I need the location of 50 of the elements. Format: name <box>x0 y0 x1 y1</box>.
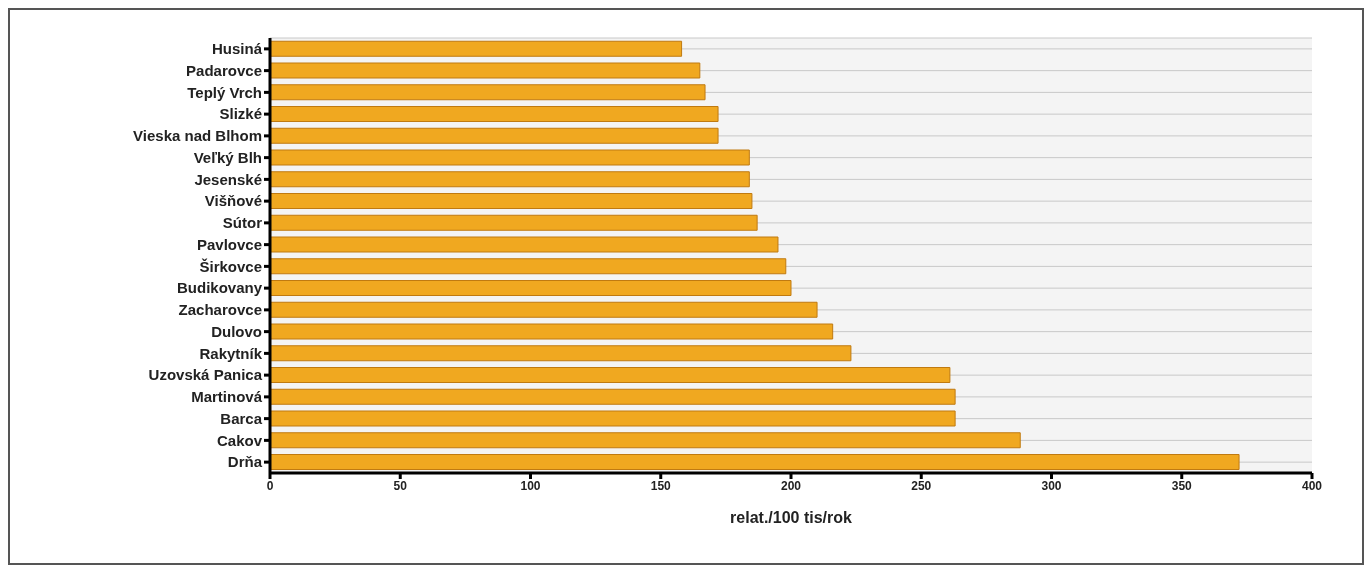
bar <box>270 149 750 166</box>
y-tick-label: Širkovce <box>199 257 262 275</box>
bar <box>270 106 719 123</box>
y-tick-label: Zacharovce <box>178 301 262 319</box>
y-tick-label: Veľký Blh <box>193 148 262 166</box>
x-axis-title: relat./100 tis/rok <box>730 509 853 526</box>
y-tick-label: Sútor <box>222 214 263 232</box>
y-tick-label: Drňa <box>227 453 263 471</box>
y-tick-label: Barca <box>220 409 263 427</box>
y-tick-label: Husiná <box>211 40 263 58</box>
bar <box>270 432 1021 449</box>
bar <box>270 301 818 318</box>
bar <box>270 388 956 405</box>
y-tick-label: Cakov <box>216 431 263 449</box>
bar <box>270 62 701 79</box>
bar <box>270 323 834 340</box>
x-tick-label: 200 <box>780 478 802 493</box>
bar <box>270 84 706 101</box>
x-tick-label: 50 <box>393 478 408 493</box>
bar <box>270 345 852 362</box>
bar <box>270 236 779 253</box>
y-tick-label: Pavlovce <box>196 235 262 253</box>
bar <box>270 280 792 297</box>
x-tick-label: 250 <box>911 478 932 493</box>
bar <box>270 193 753 210</box>
y-tick-label: Jesenské <box>194 170 262 188</box>
bar <box>270 367 951 384</box>
x-tick-label: 100 <box>520 478 541 493</box>
y-tick-label: Uzovská Panica <box>148 366 263 384</box>
y-tick-label: Slizké <box>219 105 262 123</box>
y-tick-label: Teplý Vrch <box>187 83 262 101</box>
bar <box>270 127 719 144</box>
bar <box>270 40 683 57</box>
x-tick-label: 300 <box>1041 478 1062 493</box>
y-tick-label: Višňové <box>204 192 262 210</box>
x-tick-label: 350 <box>1171 478 1193 493</box>
x-tick-label: 400 <box>1301 478 1323 493</box>
y-tick-label: Martinová <box>191 388 263 406</box>
bar <box>270 171 750 188</box>
y-tick-label: Vieska nad Blhom <box>133 127 262 145</box>
x-tick-label: 150 <box>650 478 672 493</box>
bar <box>270 410 956 427</box>
y-tick-label: Padarovce <box>186 61 262 79</box>
bar <box>270 258 787 275</box>
y-tick-label: Rakytník <box>199 344 263 362</box>
bar <box>270 454 1240 471</box>
y-tick-label: Budikovany <box>176 279 263 297</box>
x-tick-label: 0 <box>266 478 274 493</box>
y-tick-label: Dulovo <box>211 322 262 340</box>
bar <box>270 214 758 231</box>
